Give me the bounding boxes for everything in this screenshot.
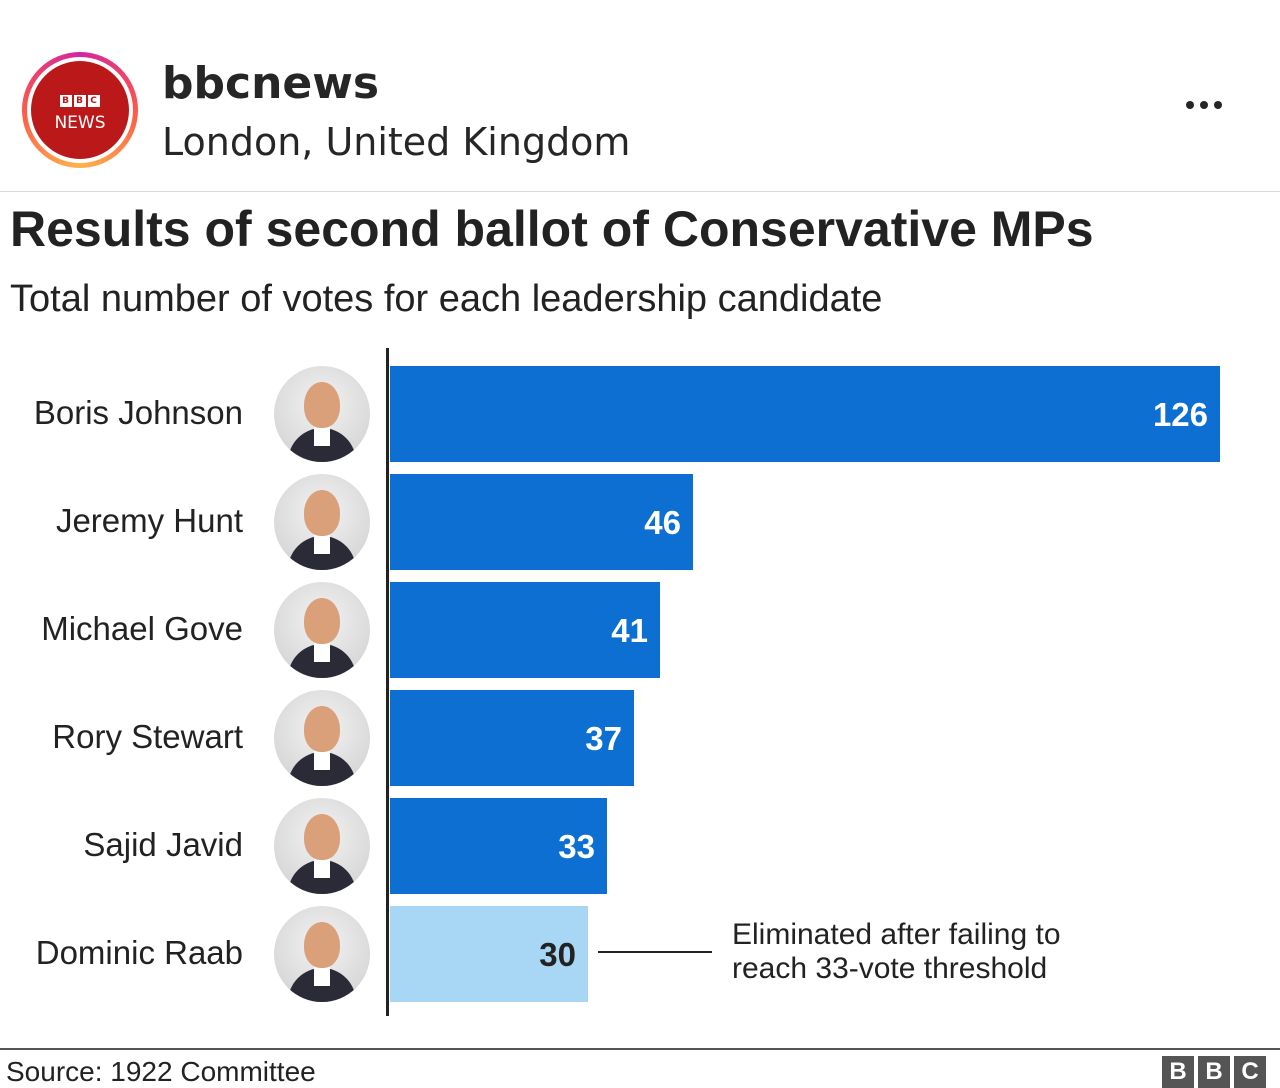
category-label-dominic-raab: Dominic Raab — [35, 934, 243, 971]
bar-rory-stewart — [390, 690, 634, 786]
category-label-boris-johnson: Boris Johnson — [33, 394, 243, 431]
portrait-rory-stewart — [274, 690, 370, 786]
category-label-rory-stewart: Rory Stewart — [52, 718, 243, 755]
annotation-leader-line — [598, 951, 712, 953]
annotation-line-2: reach 33-vote threshold — [732, 952, 1048, 985]
value-label-jeremy-hunt: 46 — [644, 504, 681, 541]
bar-boris-johnson — [390, 366, 1220, 462]
username[interactable]: bbcnews — [162, 58, 380, 109]
category-label-sajid-javid: Sajid Javid — [83, 826, 243, 863]
y-axis-line — [386, 348, 389, 1016]
portrait-boris-johnson — [274, 366, 370, 462]
footer-rule — [0, 1048, 1280, 1050]
portrait-michael-gove — [274, 582, 370, 678]
value-label-rory-stewart: 37 — [585, 720, 622, 757]
bbc-block-1: B — [60, 95, 72, 107]
source-note: Source: 1922 Committee — [6, 1056, 316, 1087]
chart-subtitle: Total number of votes for each leadershi… — [10, 278, 883, 320]
bbc-block-3: C — [88, 95, 100, 107]
category-label-michael-gove: Michael Gove — [41, 610, 243, 647]
more-horizontal-icon[interactable] — [1186, 96, 1238, 116]
bar-jeremy-hunt — [390, 474, 693, 570]
chart-title: Results of second ballot of Conservative… — [10, 201, 1094, 257]
elimination-annotation: Eliminated after failing to reach 33-vot… — [732, 918, 1061, 986]
portrait-dominic-raab — [274, 906, 370, 1002]
footer-logo-block-2: B — [1198, 1056, 1230, 1088]
bar-sajid-javid — [390, 798, 607, 894]
portrait-jeremy-hunt — [274, 474, 370, 570]
bbc-block-2: B — [74, 95, 86, 107]
annotation-line-1: Eliminated after failing to — [732, 918, 1061, 951]
category-label-jeremy-hunt: Jeremy Hunt — [55, 502, 243, 539]
value-label-dominic-raab: 30 — [539, 936, 576, 973]
value-label-boris-johnson: 126 — [1152, 396, 1208, 433]
bar-dominic-raab — [390, 906, 588, 1002]
value-label-michael-gove: 41 — [611, 612, 648, 649]
location[interactable]: London, United Kingdom — [162, 120, 631, 164]
bar-michael-gove — [390, 582, 660, 678]
avatar-news-text: NEWS — [54, 113, 106, 133]
value-label-sajid-javid: 33 — [558, 828, 595, 865]
footer-logo-block-3: C — [1234, 1056, 1266, 1088]
portrait-sajid-javid — [274, 798, 370, 894]
footer-logo-block-1: B — [1162, 1056, 1194, 1088]
header-divider — [0, 191, 1280, 192]
